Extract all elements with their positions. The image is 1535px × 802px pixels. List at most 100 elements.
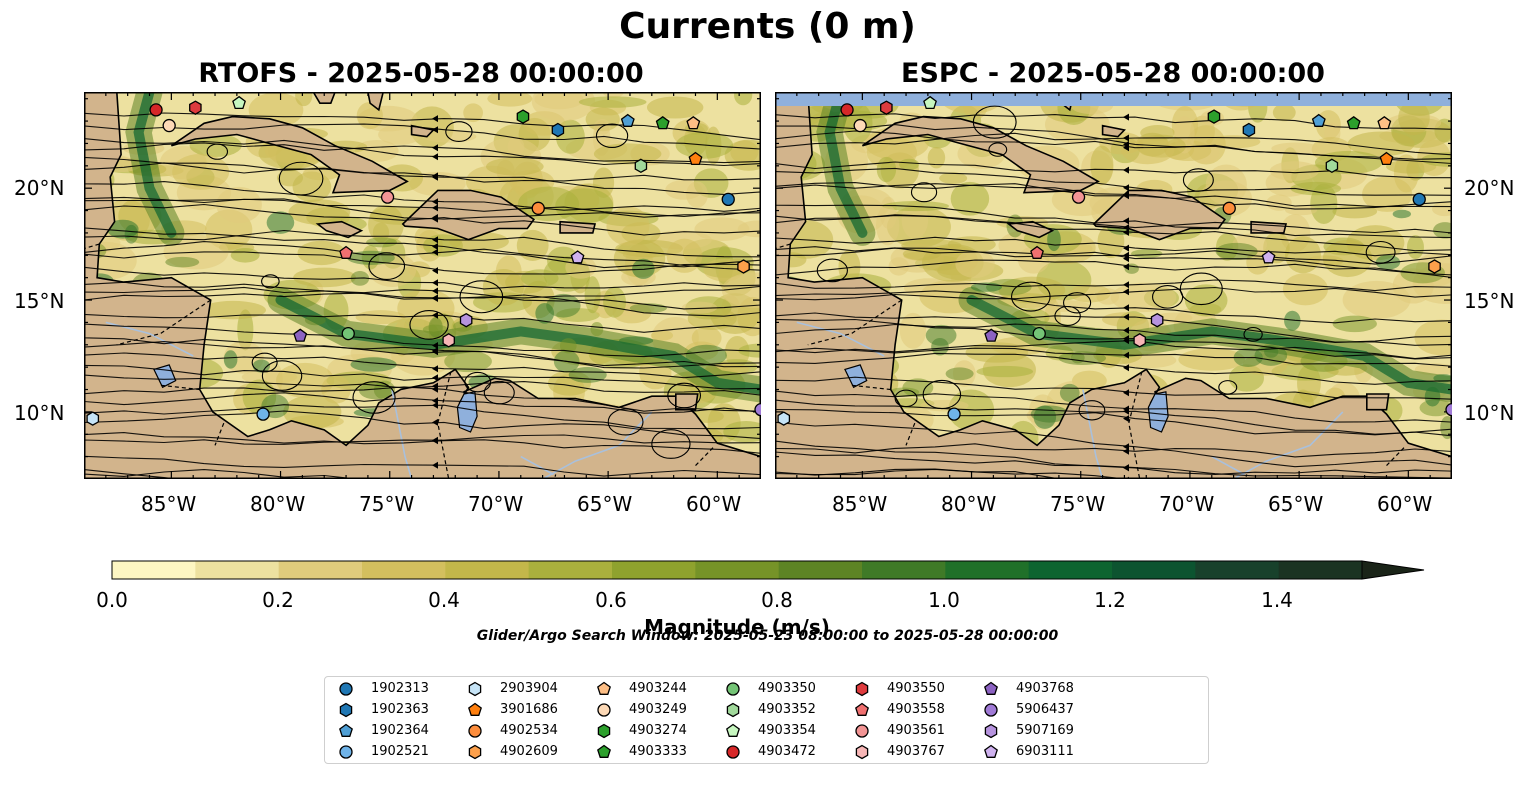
lat-tick-15n-left: 15°N bbox=[14, 289, 65, 313]
legend-label: 4903244 bbox=[629, 681, 687, 696]
cbar-tick-0-8: 0.8 bbox=[761, 588, 793, 612]
streamline-arrow bbox=[432, 243, 438, 250]
legend-marker-1902363 bbox=[339, 702, 353, 718]
legend-marker-4902534 bbox=[468, 724, 482, 738]
streamline bbox=[84, 241, 761, 271]
legend-label: 4902534 bbox=[500, 723, 558, 738]
eddie-loop bbox=[483, 380, 515, 405]
streamline bbox=[775, 204, 1452, 239]
streamline bbox=[84, 455, 761, 477]
land-central-america bbox=[775, 92, 1452, 479]
lat-tick-20n-right: 20°N bbox=[1464, 176, 1515, 200]
streamline bbox=[775, 236, 1452, 257]
no-data-strip bbox=[775, 92, 1452, 106]
eddie-loop bbox=[368, 252, 406, 281]
float-marker-4903352 bbox=[634, 158, 648, 174]
streamline bbox=[775, 443, 1452, 458]
legend-label: 1902364 bbox=[371, 723, 429, 738]
land-central-america bbox=[84, 92, 761, 479]
land-bahamas2 bbox=[367, 92, 385, 112]
streamline-arrow bbox=[1123, 389, 1129, 397]
legend-item-4903558: 4903558 bbox=[853, 702, 945, 718]
streamline bbox=[84, 162, 761, 183]
legend-marker-4903274 bbox=[597, 723, 611, 739]
float-marker-4903249 bbox=[853, 118, 867, 133]
panel-title-espc: ESPC - 2025-05-28 00:00:00 bbox=[901, 58, 1325, 89]
legend-item-4903767: 4903767 bbox=[853, 744, 945, 760]
float-marker-4903274 bbox=[1207, 109, 1221, 124]
eddie-loop bbox=[1152, 285, 1184, 309]
border bbox=[437, 371, 452, 479]
figure-title: Currents (0 m) bbox=[619, 6, 916, 47]
lon-tick-75w-right: 75°W bbox=[1050, 492, 1106, 516]
legend-marker-4903244 bbox=[597, 681, 611, 695]
legend-item-4903352: 4903352 bbox=[724, 702, 816, 718]
legend-marker-4903354 bbox=[726, 723, 740, 737]
streamline-arrow bbox=[432, 248, 438, 256]
eddie-loop bbox=[922, 379, 962, 410]
border bbox=[775, 243, 791, 250]
legend-label: 1902521 bbox=[371, 744, 429, 759]
search-window-text: Glider/Argo Search Window: 2025-05-23 08… bbox=[476, 628, 1059, 644]
lat-tick-10n-right: 10°N bbox=[1464, 401, 1515, 425]
streamline bbox=[84, 323, 761, 358]
land-bahamas3 bbox=[410, 124, 435, 138]
cbar-tick-0-4: 0.4 bbox=[428, 588, 460, 612]
eddie-loop bbox=[251, 352, 278, 373]
float-legend: 1902313 1902363 1902364 1902521 2903904 39016… bbox=[324, 676, 1209, 764]
streamline bbox=[775, 279, 1452, 292]
land-puerto-rico bbox=[559, 220, 597, 234]
streamline bbox=[775, 347, 1452, 367]
river bbox=[520, 455, 554, 476]
float-marker-1902364 bbox=[1311, 113, 1326, 127]
streamline-arrow bbox=[432, 401, 438, 409]
streamline-arrow bbox=[432, 461, 438, 469]
eddie-loop bbox=[1054, 305, 1081, 327]
streamline-arrow bbox=[432, 236, 438, 244]
float-marker-4903768 bbox=[984, 328, 999, 342]
streamline-arrow bbox=[1123, 251, 1129, 259]
streamline-arrow bbox=[1123, 166, 1129, 174]
streamline bbox=[775, 421, 1452, 468]
lon-tick-80w-right: 80°W bbox=[941, 492, 997, 516]
streamline-arrow bbox=[1123, 244, 1129, 252]
legend-item-4903561: 4903561 bbox=[853, 723, 945, 739]
panel-title-rtofs: RTOFS - 2025-05-28 00:00:00 bbox=[198, 58, 644, 89]
float-marker-4903350 bbox=[341, 326, 355, 341]
land-cuba bbox=[170, 115, 409, 194]
streamline-arrow bbox=[1123, 351, 1129, 359]
eddie-loop bbox=[595, 123, 629, 148]
legend-item-1902521: 1902521 bbox=[337, 744, 429, 760]
float-marker-4903249 bbox=[162, 118, 176, 133]
eddie-loop bbox=[1078, 400, 1106, 421]
legend-label: 4902609 bbox=[500, 744, 558, 759]
streamline-arrow bbox=[432, 144, 438, 152]
streamline bbox=[84, 285, 761, 300]
float-marker-4903274 bbox=[516, 109, 530, 124]
float-marker-2903904 bbox=[777, 411, 791, 426]
cbar-tick-0-0: 0.0 bbox=[96, 588, 128, 612]
streamline bbox=[775, 130, 1452, 165]
streamline bbox=[84, 404, 761, 430]
streamline-arrow bbox=[1123, 281, 1129, 289]
land-trinidad bbox=[1365, 393, 1390, 411]
streamline-arrow bbox=[432, 418, 438, 426]
streamline bbox=[775, 259, 1452, 278]
lon-tick-85w-left: 85°W bbox=[141, 492, 197, 516]
legend-label: 6903111 bbox=[1016, 744, 1074, 759]
streamline-arrow bbox=[1123, 184, 1129, 192]
colorbar-segment bbox=[862, 561, 946, 579]
streamline-arrow bbox=[432, 374, 438, 382]
float-marker-5906437 bbox=[754, 403, 761, 417]
streamlines bbox=[775, 105, 1452, 479]
legend-label: 4903274 bbox=[629, 723, 687, 738]
colorbar-segment bbox=[945, 561, 1030, 579]
eddie-loop bbox=[816, 258, 848, 283]
streamline bbox=[775, 247, 1452, 265]
legend-label: 5906437 bbox=[1016, 702, 1074, 717]
colorbar-label: Magnitude (m/s) bbox=[644, 615, 830, 639]
colorbar-segment bbox=[528, 561, 613, 579]
float-marker-4902609 bbox=[1428, 259, 1441, 274]
streamline-arrow bbox=[432, 348, 438, 356]
river bbox=[796, 321, 885, 357]
